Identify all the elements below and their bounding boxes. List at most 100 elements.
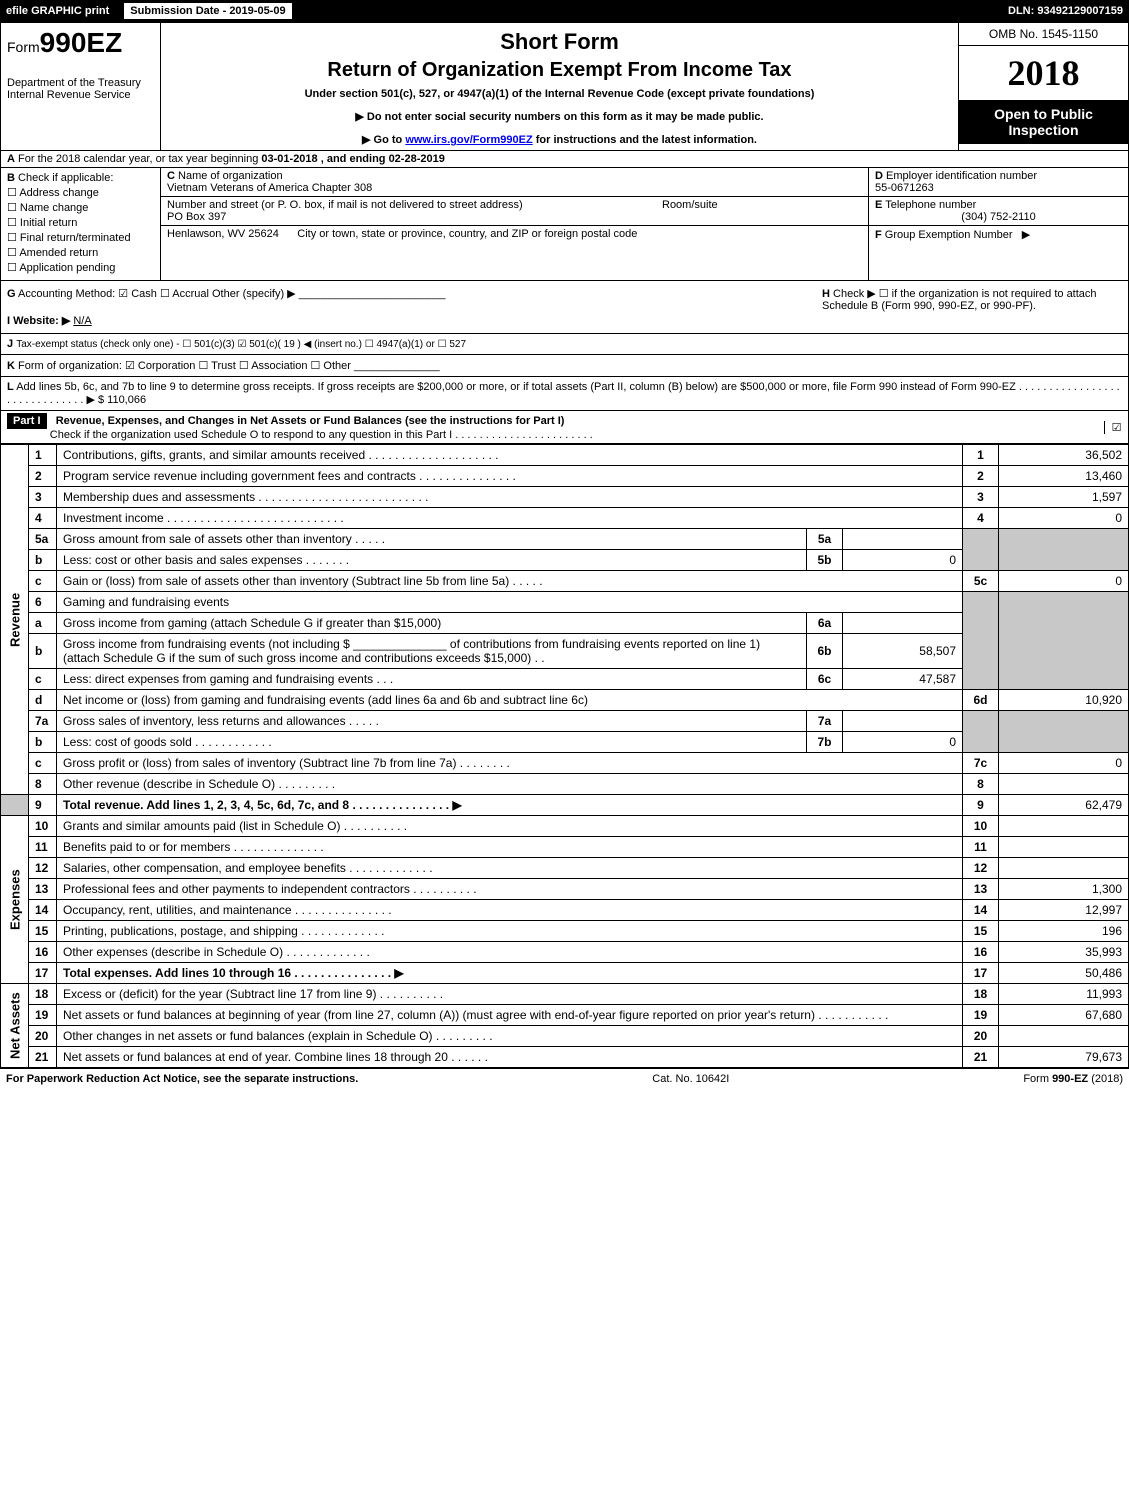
l3-d: Membership dues and assessments . . . . …: [57, 487, 963, 508]
l5ab-bv-grey: [999, 529, 1129, 571]
l6c-d: Less: direct expenses from gaming and fu…: [57, 669, 807, 690]
top-bar-left: efile GRAPHIC print Submission Date - 20…: [0, 2, 293, 20]
g-row: G Accounting Method: ☑ Cash ☐ Accrual Ot…: [7, 287, 822, 300]
chk-initial-return[interactable]: ☐ Initial return: [7, 216, 154, 229]
l11-bn: 11: [963, 837, 999, 858]
l21-n: 21: [29, 1047, 57, 1068]
row-a: A For the 2018 calendar year, or tax yea…: [0, 151, 1129, 168]
l7c-bn: 7c: [963, 753, 999, 774]
chk-amended-return[interactable]: ☐ Amended return: [7, 246, 154, 259]
gh-left: G Accounting Method: ☑ Cash ☐ Accrual Ot…: [7, 287, 822, 327]
form-number: Form990EZ: [7, 27, 154, 59]
l6d-n: d: [29, 690, 57, 711]
l8-bn: 8: [963, 774, 999, 795]
l6b-iv: 58,507: [843, 634, 963, 669]
col-b: B Check if applicable: ☐ Address change …: [1, 168, 161, 280]
l15-n: 15: [29, 921, 57, 942]
l-text: Add lines 5b, 6c, and 7b to line 9 to de…: [7, 381, 1120, 406]
c-addr-row: Number and street (or P. O. box, if mail…: [161, 197, 868, 226]
e-label: E: [875, 199, 882, 211]
l14-n: 14: [29, 900, 57, 921]
chk-final-return[interactable]: ☐ Final return/terminated: [7, 231, 154, 244]
part1-title: Revenue, Expenses, and Changes in Net As…: [56, 415, 565, 427]
l4-bn: 4: [963, 508, 999, 529]
lines-table: Revenue 1 Contributions, gifts, grants, …: [0, 444, 1129, 1068]
l15-bv: 196: [999, 921, 1129, 942]
line-6b: b Gross income from fundraising events (…: [1, 634, 1129, 669]
l9-bn: 9: [963, 795, 999, 816]
a-pre: For the 2018 calendar year, or tax year …: [18, 153, 261, 165]
l6b-n: b: [29, 634, 57, 669]
l14-bn: 14: [963, 900, 999, 921]
irs: Internal Revenue Service: [7, 89, 154, 101]
l6c-iv: 47,587: [843, 669, 963, 690]
side-rev-end: [1, 795, 29, 816]
e-tel-val: (304) 752-2110: [875, 211, 1122, 223]
omb-number: OMB No. 1545-1150: [959, 23, 1128, 46]
line-18: Net Assets 18 Excess or (deficit) for th…: [1, 984, 1129, 1005]
l16-d: Other expenses (describe in Schedule O) …: [57, 942, 963, 963]
line-6a: a Gross income from gaming (attach Sched…: [1, 613, 1129, 634]
l7b-iv: 0: [843, 732, 963, 753]
chk-application-pending[interactable]: ☐ Application pending: [7, 261, 154, 274]
chk-name-change[interactable]: ☐ Name change: [7, 201, 154, 214]
l20-bn: 20: [963, 1026, 999, 1047]
l21-bv: 79,673: [999, 1047, 1129, 1068]
l19-d: Net assets or fund balances at beginning…: [57, 1005, 963, 1026]
header-left: Form990EZ Department of the Treasury Int…: [1, 23, 161, 150]
l5c-d: Gain or (loss) from sale of assets other…: [57, 571, 963, 592]
l8-n: 8: [29, 774, 57, 795]
part1-check-text: Check if the organization used Schedule …: [50, 429, 593, 441]
l9-d-b: Total revenue. Add lines 1, 2, 3, 4, 5c,…: [63, 798, 462, 812]
l10-bn: 10: [963, 816, 999, 837]
l7a-iv: [843, 711, 963, 732]
j-text: Tax-exempt status (check only one) - ☐ 5…: [16, 339, 466, 350]
line-19: 19 Net assets or fund balances at beginn…: [1, 1005, 1129, 1026]
l1-n: 1: [29, 445, 57, 466]
l-label: L: [7, 381, 14, 393]
c-addr-lbl: Number and street (or P. O. box, if mail…: [167, 199, 523, 211]
chk-address-change-lbl: Address change: [19, 187, 99, 199]
l7ab-bn-grey: [963, 711, 999, 753]
k-text: Form of organization: ☑ Corporation ☐ Tr…: [18, 360, 351, 372]
line-21: 21 Net assets or fund balances at end of…: [1, 1047, 1129, 1068]
header: Form990EZ Department of the Treasury Int…: [0, 22, 1129, 151]
line-6d: d Net income or (loss) from gaming and f…: [1, 690, 1129, 711]
header-mid: Short Form Return of Organization Exempt…: [161, 23, 958, 150]
l5c-bv: 0: [999, 571, 1129, 592]
l10-bv: [999, 816, 1129, 837]
d-ein-lbl: Employer identification number: [886, 170, 1037, 182]
c-room-lbl: Room/suite: [662, 199, 718, 211]
l18-bv: 11,993: [999, 984, 1129, 1005]
goto-post: for instructions and the latest informat…: [533, 134, 757, 146]
top-bar: efile GRAPHIC print Submission Date - 20…: [0, 0, 1129, 22]
part1-checkbox[interactable]: ☑: [1104, 421, 1128, 434]
line-11: 11 Benefits paid to or for members . . .…: [1, 837, 1129, 858]
l10-d: Grants and similar amounts paid (list in…: [57, 816, 963, 837]
l6-d: Gaming and fundraising events: [57, 592, 963, 613]
l2-n: 2: [29, 466, 57, 487]
c-city-lbl: City or town, state or province, country…: [297, 228, 637, 240]
open-to-public: Open to Public Inspection: [959, 100, 1128, 144]
l18-d: Excess or (deficit) for the year (Subtra…: [57, 984, 963, 1005]
chk-address-change[interactable]: ☐ Address change: [7, 186, 154, 199]
irs-link[interactable]: www.irs.gov/Form990EZ: [405, 134, 532, 146]
goto-pre: ▶ Go to: [362, 134, 405, 146]
l7b-in: 7b: [807, 732, 843, 753]
l18-bn: 18: [963, 984, 999, 1005]
l20-d: Other changes in net assets or fund bala…: [57, 1026, 963, 1047]
footer: For Paperwork Reduction Act Notice, see …: [0, 1068, 1129, 1089]
l5a-iv: [843, 529, 963, 550]
l7a-d: Gross sales of inventory, less returns a…: [57, 711, 807, 732]
l17-d-b: Total expenses. Add lines 10 through 16 …: [63, 966, 404, 980]
a-end: 02-28-2019: [389, 153, 445, 165]
b-label: B: [7, 172, 15, 184]
footer-mid: Cat. No. 10642I: [652, 1073, 729, 1085]
l5a-in: 5a: [807, 529, 843, 550]
form-990ez: 990EZ: [40, 27, 123, 58]
efile-label: efile GRAPHIC print: [0, 3, 115, 19]
a-begin: 03-01-2018: [261, 153, 317, 165]
side-revenue: Revenue: [1, 445, 29, 795]
c-addr-left: Number and street (or P. O. box, if mail…: [167, 199, 662, 223]
line-7c: c Gross profit or (loss) from sales of i…: [1, 753, 1129, 774]
